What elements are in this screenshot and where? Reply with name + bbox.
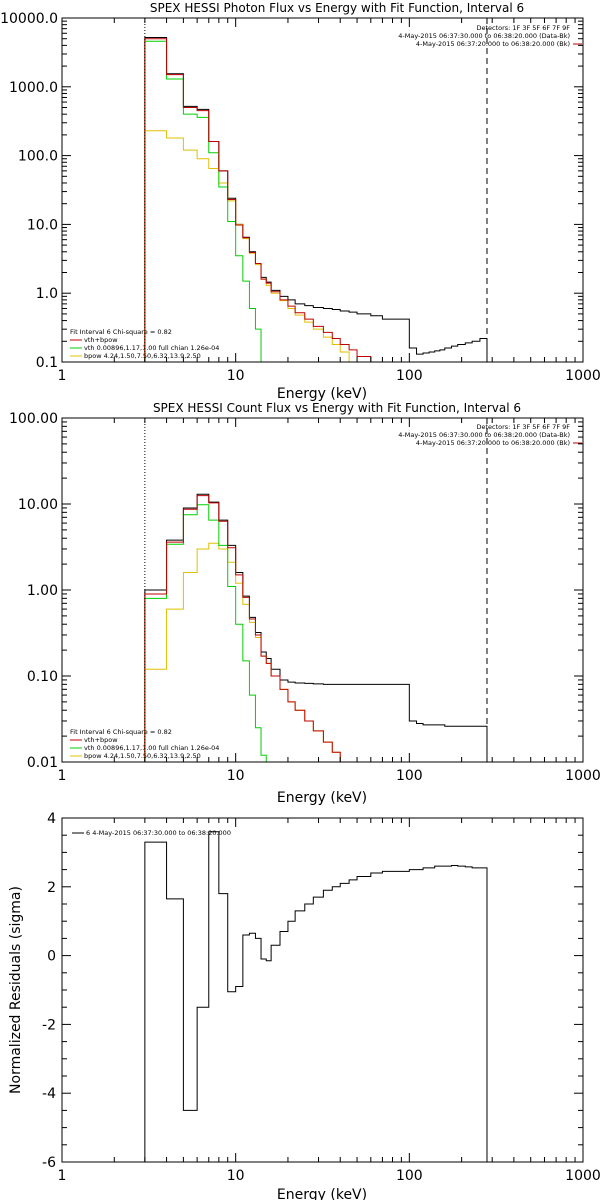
photon-header-bk-interval: 4-May-2015 06:37:20.000 to 06:38:20.000 … <box>416 40 570 48</box>
residual-y-tick-label: 0 <box>47 949 56 965</box>
residual-y-tick-label: -6 <box>42 1155 56 1171</box>
photon-x-tick-label: 1000 <box>565 368 600 384</box>
residual-x-axis-label: Energy (keV) <box>277 1187 367 1200</box>
residual-legend-label: 6 4-May-2015 06:37:30.000 to 06:38:20.00… <box>86 829 231 837</box>
residual-plot-area <box>144 831 488 1162</box>
count-fit-bpow-label: bpow 4.24,1.50,7.50,6.32,13.9,2.50 <box>84 752 201 760</box>
photon-plot-area <box>144 37 488 362</box>
count-series-vth-bpow <box>144 495 488 762</box>
photon-series-data <box>144 37 488 362</box>
count-y-tick-label: 0.10 <box>27 669 58 685</box>
photon-x-tick-label: 10 <box>227 368 245 384</box>
photon-header-data-interval: 4-May-2015 06:37:30.000 to 06:38:20.000 … <box>398 32 570 40</box>
residual-y-tick-label: -4 <box>42 1086 56 1102</box>
photon-y-tick-label: 1000.0 <box>9 80 58 96</box>
count-plot-area <box>144 493 488 762</box>
photon-fit-chisq: Fit Interval 6 Chi-square = 0.82 <box>70 328 172 336</box>
residual-y-tick-label: -2 <box>42 1017 56 1033</box>
count-plot-frame <box>61 417 584 763</box>
photon-y-tick-label: 0.1 <box>36 355 58 371</box>
residual-series-6 <box>144 831 488 1162</box>
residual-x-tick-label: 10 <box>227 1168 245 1184</box>
photon-y-tick-label: 10.0 <box>27 217 58 233</box>
residual-y-tick-label: 4 <box>47 811 56 827</box>
count-x-tick-label: 1000 <box>565 768 600 784</box>
photon-y-tick-label: 1.0 <box>36 286 58 302</box>
count-series-data <box>144 493 488 762</box>
residuals-panel: 6 4-May-2015 06:37:30.000 to 06:38:20.00… <box>8 811 600 1200</box>
photon-fit-bpow-label: bpow 4.24,1.50,7.50,6.32,13.9,2.50 <box>84 352 201 360</box>
photon-x-axis-label: Energy (keV) <box>277 386 367 402</box>
photon-series-vth-bpow <box>144 38 487 362</box>
count-x-tick-label: 10 <box>227 768 245 784</box>
count-y-tick-label: 0.01 <box>27 755 58 771</box>
photon-header-detectors: Detectors: 1F 3F 5F 6F 7F 9F <box>476 24 570 32</box>
photon-x-tick-label: 1 <box>58 368 67 384</box>
residual-plot-frame <box>61 817 584 1163</box>
count-x-tick-label: 100 <box>396 768 423 784</box>
residual-x-tick-label: 1000 <box>565 1168 600 1184</box>
count-header-data-interval: 4-May-2015 06:37:30.000 to 06:38:20.000 … <box>398 431 570 439</box>
photon-plot-frame <box>61 17 584 363</box>
photon-y-tick-label: 10000.0 <box>0 11 58 27</box>
count-fit-total-label: vth+bpow <box>84 736 118 744</box>
residual-y-axis-label: Normalized Residuals (sigma) <box>8 886 24 1094</box>
count-flux-title: SPEX HESSI Count Flux vs Energy with Fit… <box>153 401 521 415</box>
photon-flux-panel: SPEX HESSI Photon Flux vs Energy with Fi… <box>0 1 600 402</box>
photon-x-tick-label: 100 <box>396 368 423 384</box>
residual-x-tick-label: 100 <box>396 1168 423 1184</box>
count-y-tick-label: 100.00 <box>9 411 58 427</box>
count-x-axis-label: Energy (keV) <box>277 790 367 806</box>
photon-y-tick-label: 100.0 <box>18 149 58 165</box>
count-header-bk-interval: 4-May-2015 06:37:20.000 to 06:38:20.000 … <box>416 439 570 447</box>
count-flux-panel: SPEX HESSI Count Flux vs Energy with Fit… <box>9 401 600 806</box>
count-fit-chisq: Fit Interval 6 Chi-square = 0.82 <box>70 728 172 736</box>
count-fit-vth-label: vth 0.00896,1.17,1.00 full chian 1.26e-0… <box>84 744 219 752</box>
count-header-detectors: Detectors: 1F 3F 5F 6F 7F 9F <box>476 423 570 431</box>
photon-fit-total-label: vth+bpow <box>84 336 118 344</box>
count-y-tick-label: 1.00 <box>27 583 58 599</box>
residual-x-tick-label: 1 <box>58 1168 67 1184</box>
count-series-vth <box>144 504 488 762</box>
photon-series-vth <box>144 40 488 362</box>
residual-y-tick-label: 2 <box>47 880 56 896</box>
count-x-tick-label: 1 <box>58 768 67 784</box>
count-y-tick-label: 10.00 <box>18 497 58 513</box>
photon-flux-title: SPEX HESSI Photon Flux vs Energy with Fi… <box>150 1 524 15</box>
photon-fit-vth-label: vth 0.00896,1.17,1.00 full chian 1.26e-0… <box>84 344 219 352</box>
